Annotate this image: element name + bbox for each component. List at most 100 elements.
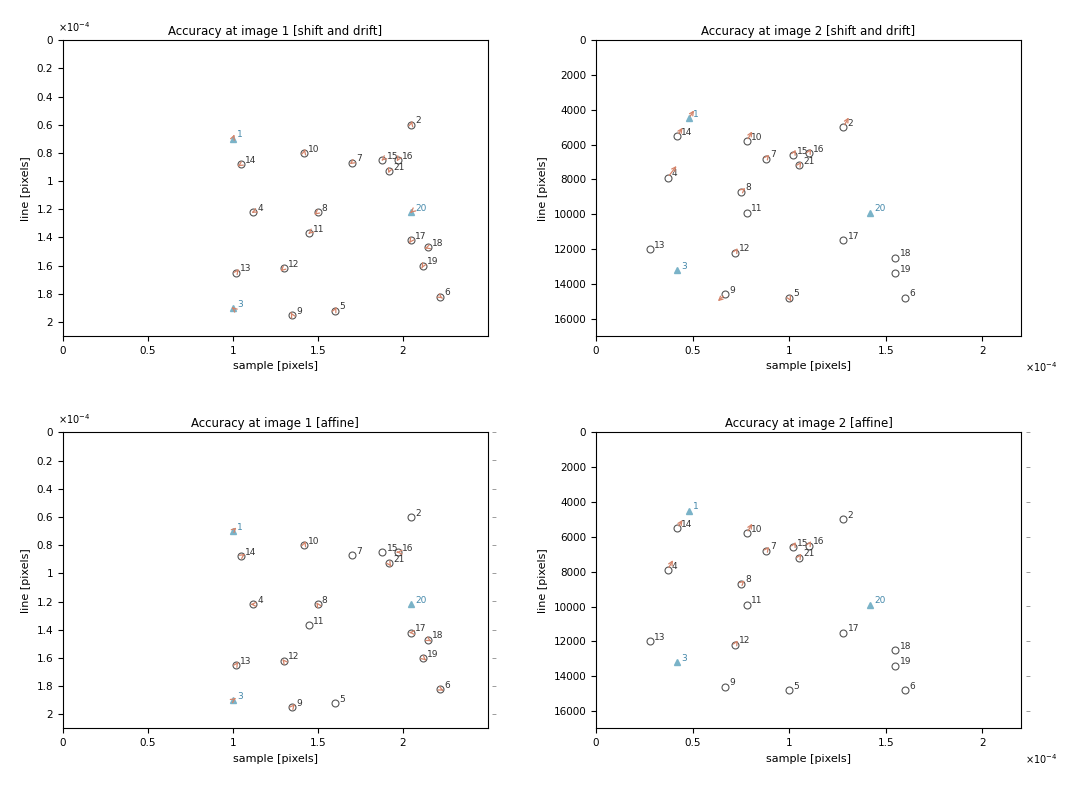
Text: 6: 6 — [444, 288, 450, 298]
Text: 8: 8 — [745, 183, 751, 192]
Text: –: – — [492, 653, 497, 663]
Text: 2: 2 — [415, 116, 421, 126]
Text: –: – — [1025, 567, 1031, 577]
Text: 21: 21 — [803, 157, 814, 166]
Y-axis label: line [pixels]: line [pixels] — [538, 155, 548, 221]
Text: 7: 7 — [770, 542, 776, 551]
Text: 9: 9 — [296, 307, 302, 316]
Text: 2: 2 — [415, 509, 421, 517]
Text: $\times10^{-4}$: $\times10^{-4}$ — [58, 20, 91, 35]
Text: 9: 9 — [730, 286, 735, 295]
Text: 16: 16 — [813, 145, 825, 154]
Text: 15: 15 — [387, 152, 398, 161]
Text: 19: 19 — [900, 265, 911, 274]
X-axis label: sample [pixels]: sample [pixels] — [766, 754, 851, 764]
Text: –: – — [492, 710, 497, 719]
Text: $\times10^{-4}$: $\times10^{-4}$ — [1025, 360, 1058, 374]
Text: –: – — [1025, 671, 1031, 681]
Text: 5: 5 — [793, 290, 799, 298]
Title: Accuracy at image 1 [shift and drift]: Accuracy at image 1 [shift and drift] — [168, 24, 383, 38]
Text: 9: 9 — [296, 699, 302, 708]
Text: 14: 14 — [246, 548, 257, 557]
Text: –: – — [1025, 497, 1031, 507]
Title: Accuracy at image 2 [affine]: Accuracy at image 2 [affine] — [724, 417, 893, 430]
Text: –: – — [492, 455, 497, 466]
Text: 18: 18 — [900, 250, 911, 258]
Text: 13: 13 — [654, 241, 666, 250]
Text: 17: 17 — [847, 232, 859, 241]
Text: 10: 10 — [751, 525, 762, 534]
Text: 13: 13 — [240, 265, 252, 273]
X-axis label: sample [pixels]: sample [pixels] — [233, 361, 318, 371]
Text: 10: 10 — [751, 133, 762, 142]
Text: 12: 12 — [740, 244, 750, 254]
Text: 7: 7 — [356, 155, 361, 163]
Text: 11: 11 — [751, 597, 762, 605]
Text: 5: 5 — [793, 681, 799, 691]
Text: 19: 19 — [427, 257, 439, 266]
Text: 3: 3 — [237, 300, 243, 309]
Text: –: – — [1025, 532, 1031, 542]
Text: 3: 3 — [237, 692, 243, 701]
Text: 19: 19 — [427, 649, 439, 659]
Text: 6: 6 — [444, 681, 450, 689]
Text: –: – — [492, 681, 497, 691]
Text: 18: 18 — [432, 239, 444, 248]
Text: $\times10^{-4}$: $\times10^{-4}$ — [1025, 752, 1058, 766]
Text: 6: 6 — [909, 681, 915, 691]
Text: 13: 13 — [240, 656, 252, 666]
Text: 15: 15 — [798, 147, 808, 155]
Title: Accuracy at image 2 [shift and drift]: Accuracy at image 2 [shift and drift] — [702, 24, 915, 38]
Text: 13: 13 — [654, 633, 666, 642]
Text: –: – — [492, 427, 497, 437]
Text: 16: 16 — [813, 537, 825, 546]
Text: 12: 12 — [288, 260, 300, 269]
Text: 3: 3 — [681, 261, 687, 271]
Text: –: – — [1025, 706, 1031, 716]
X-axis label: sample [pixels]: sample [pixels] — [766, 361, 851, 371]
Text: 11: 11 — [751, 204, 762, 213]
Text: –: – — [492, 568, 497, 579]
Text: 19: 19 — [900, 657, 911, 666]
Text: 14: 14 — [681, 127, 693, 137]
Text: 21: 21 — [803, 550, 814, 558]
Y-axis label: line [pixels]: line [pixels] — [20, 155, 31, 221]
Text: $\times10^{-4}$: $\times10^{-4}$ — [58, 413, 91, 426]
Y-axis label: line [pixels]: line [pixels] — [20, 548, 31, 613]
Text: –: – — [492, 484, 497, 494]
Text: 10: 10 — [308, 144, 320, 154]
Text: 1: 1 — [693, 502, 699, 511]
Text: 17: 17 — [415, 624, 427, 633]
Text: 4: 4 — [258, 596, 263, 605]
Text: 4: 4 — [672, 170, 677, 178]
Text: –: – — [492, 540, 497, 550]
Text: 3: 3 — [681, 654, 687, 663]
X-axis label: sample [pixels]: sample [pixels] — [233, 754, 318, 764]
Text: 1: 1 — [693, 110, 699, 119]
Text: 12: 12 — [740, 637, 750, 645]
Text: 1: 1 — [237, 523, 243, 531]
Text: 6: 6 — [909, 290, 915, 298]
Text: –: – — [1025, 601, 1031, 612]
Text: 11: 11 — [314, 617, 324, 626]
Text: 16: 16 — [402, 544, 413, 553]
Text: 18: 18 — [900, 641, 911, 651]
Text: 1: 1 — [237, 130, 243, 140]
Title: Accuracy at image 1 [affine]: Accuracy at image 1 [affine] — [191, 417, 359, 430]
Text: 21: 21 — [393, 162, 404, 172]
Text: –: – — [492, 512, 497, 522]
Text: 7: 7 — [356, 546, 361, 556]
Text: –: – — [492, 597, 497, 607]
Text: 8: 8 — [322, 596, 328, 605]
Text: 15: 15 — [387, 544, 398, 553]
Text: –: – — [492, 625, 497, 635]
Text: 2: 2 — [847, 119, 853, 128]
Text: 10: 10 — [308, 537, 320, 546]
Text: –: – — [1025, 637, 1031, 646]
Text: –: – — [1025, 462, 1031, 473]
Text: 16: 16 — [402, 152, 413, 161]
Text: 14: 14 — [681, 520, 693, 529]
Text: 7: 7 — [770, 150, 776, 159]
Text: 5: 5 — [338, 302, 345, 312]
Text: 20: 20 — [874, 204, 886, 213]
